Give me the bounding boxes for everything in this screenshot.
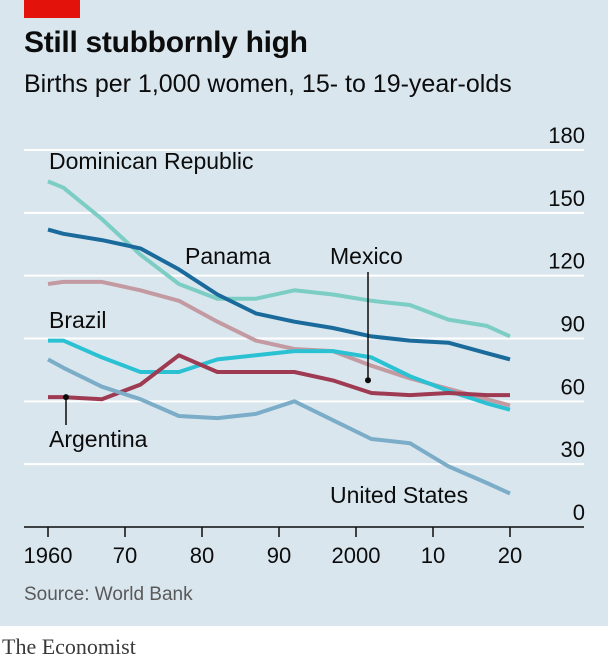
series-label-argentina: Argentina (49, 426, 148, 452)
series-label-brazil: Brazil (49, 307, 107, 333)
line-chart: 0 30 60 90 120 150 180 Dominican Republic Panam… (24, 123, 585, 568)
chart-subtitle: Births per 1,000 women, 15- to 19-year-o… (24, 70, 512, 98)
x-tick-label: 20 (498, 543, 522, 568)
y-tick-label: 30 (561, 437, 585, 462)
x-tick-label: 10 (421, 543, 445, 568)
brand-red-tag (24, 0, 80, 18)
x-tick-label: 80 (190, 543, 214, 568)
x-tick-label: 70 (113, 543, 137, 568)
series-label-dominican-republic: Dominican Republic (49, 148, 254, 174)
x-axis: 1960 70 80 90 2000 10 20 (24, 526, 584, 568)
series-line-dominican-republic (47, 179, 511, 339)
label-leader-lines (63, 272, 371, 425)
series-line-united-states (47, 357, 511, 496)
leader-dot-argentina (63, 394, 69, 401)
leader-dot-mexico (365, 377, 371, 384)
series-lines (47, 179, 511, 496)
series-line-panama (47, 227, 511, 362)
chart-panel (0, 0, 608, 626)
y-tick-label: 180 (548, 123, 585, 148)
y-tick-label: 60 (561, 374, 585, 399)
publisher-brand: The Economist (2, 634, 136, 659)
series-line-argentina (48, 353, 510, 402)
y-tick-label: 90 (561, 312, 585, 337)
source-note: Source: World Bank (24, 584, 193, 605)
series-labels: Dominican Republic Panama Mexico Brazil Arge… (49, 148, 468, 508)
series-line-brazil (48, 338, 511, 412)
series-label-mexico: Mexico (330, 243, 403, 269)
y-tick-label: 0 (573, 500, 585, 525)
x-tick-label: 2000 (332, 543, 381, 568)
series-label-panama: Panama (185, 243, 271, 269)
y-tick-label: 120 (548, 249, 585, 274)
y-tick-label: 150 (548, 186, 585, 211)
y-axis-tick-labels: 0 30 60 90 120 150 180 (548, 123, 585, 525)
x-tick-label: 90 (267, 543, 291, 568)
x-tick-label: 1960 (24, 543, 73, 568)
series-label-united-states: United States (330, 482, 468, 508)
gridlines (24, 149, 584, 466)
chart-title: Still stubbornly high (24, 26, 308, 59)
